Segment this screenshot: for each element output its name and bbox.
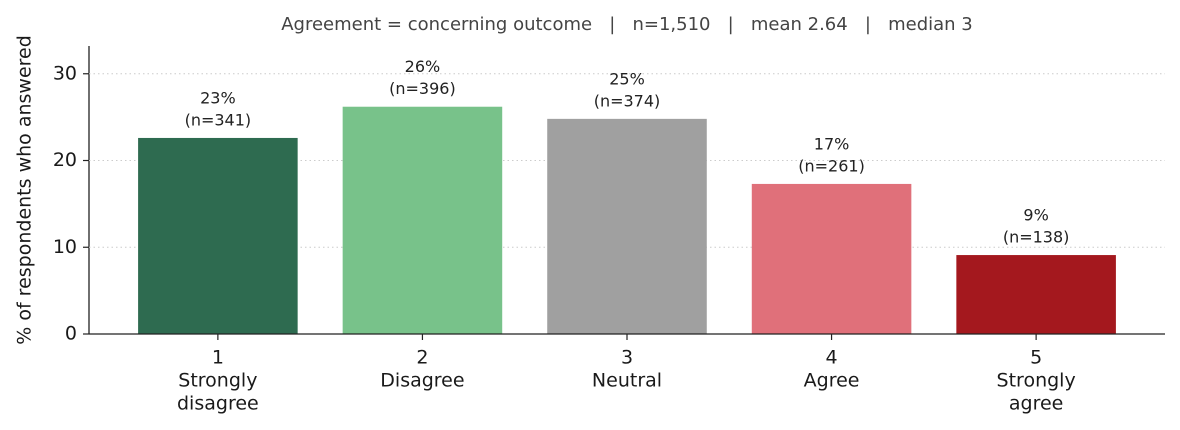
x-category-name: Strongly bbox=[997, 370, 1076, 392]
x-tick-label: 3 bbox=[621, 347, 633, 369]
y-axis-label: % of respondents who answered bbox=[14, 35, 36, 345]
count-label: (n=138) bbox=[1003, 228, 1070, 247]
x-category-name: Strongly bbox=[178, 370, 257, 392]
count-label: (n=374) bbox=[594, 91, 661, 110]
value-label: 25% bbox=[609, 69, 645, 88]
count-label: (n=261) bbox=[798, 156, 865, 175]
x-category-name: agree bbox=[1009, 393, 1063, 415]
bar bbox=[342, 106, 503, 334]
bar bbox=[751, 183, 912, 334]
x-tick-label: 1 bbox=[212, 347, 224, 369]
x-category-name: Agree bbox=[804, 370, 860, 392]
x-tick-label: 2 bbox=[416, 347, 428, 369]
x-category-name: Disagree bbox=[380, 370, 464, 392]
count-label: (n=341) bbox=[185, 110, 252, 129]
value-label: 23% bbox=[200, 88, 236, 107]
x-tick-label: 5 bbox=[1030, 347, 1042, 369]
y-tick-label: 30 bbox=[53, 62, 77, 84]
x-category-name: disagree bbox=[177, 393, 259, 415]
bar bbox=[547, 118, 707, 335]
value-label: 26% bbox=[405, 57, 441, 76]
y-tick-label: 20 bbox=[53, 149, 77, 171]
value-label: 17% bbox=[814, 134, 850, 153]
value-label: 9% bbox=[1023, 206, 1048, 225]
x-tick-label: 4 bbox=[826, 347, 838, 369]
y-tick-label: 10 bbox=[53, 236, 77, 258]
bar bbox=[138, 137, 298, 334]
bar bbox=[956, 255, 1116, 334]
y-tick-label: 0 bbox=[65, 323, 77, 345]
x-category-name: Neutral bbox=[592, 370, 662, 392]
count-label: (n=396) bbox=[389, 79, 456, 98]
chart-title: Agreement = concerning outcome | n=1,510… bbox=[281, 14, 973, 35]
